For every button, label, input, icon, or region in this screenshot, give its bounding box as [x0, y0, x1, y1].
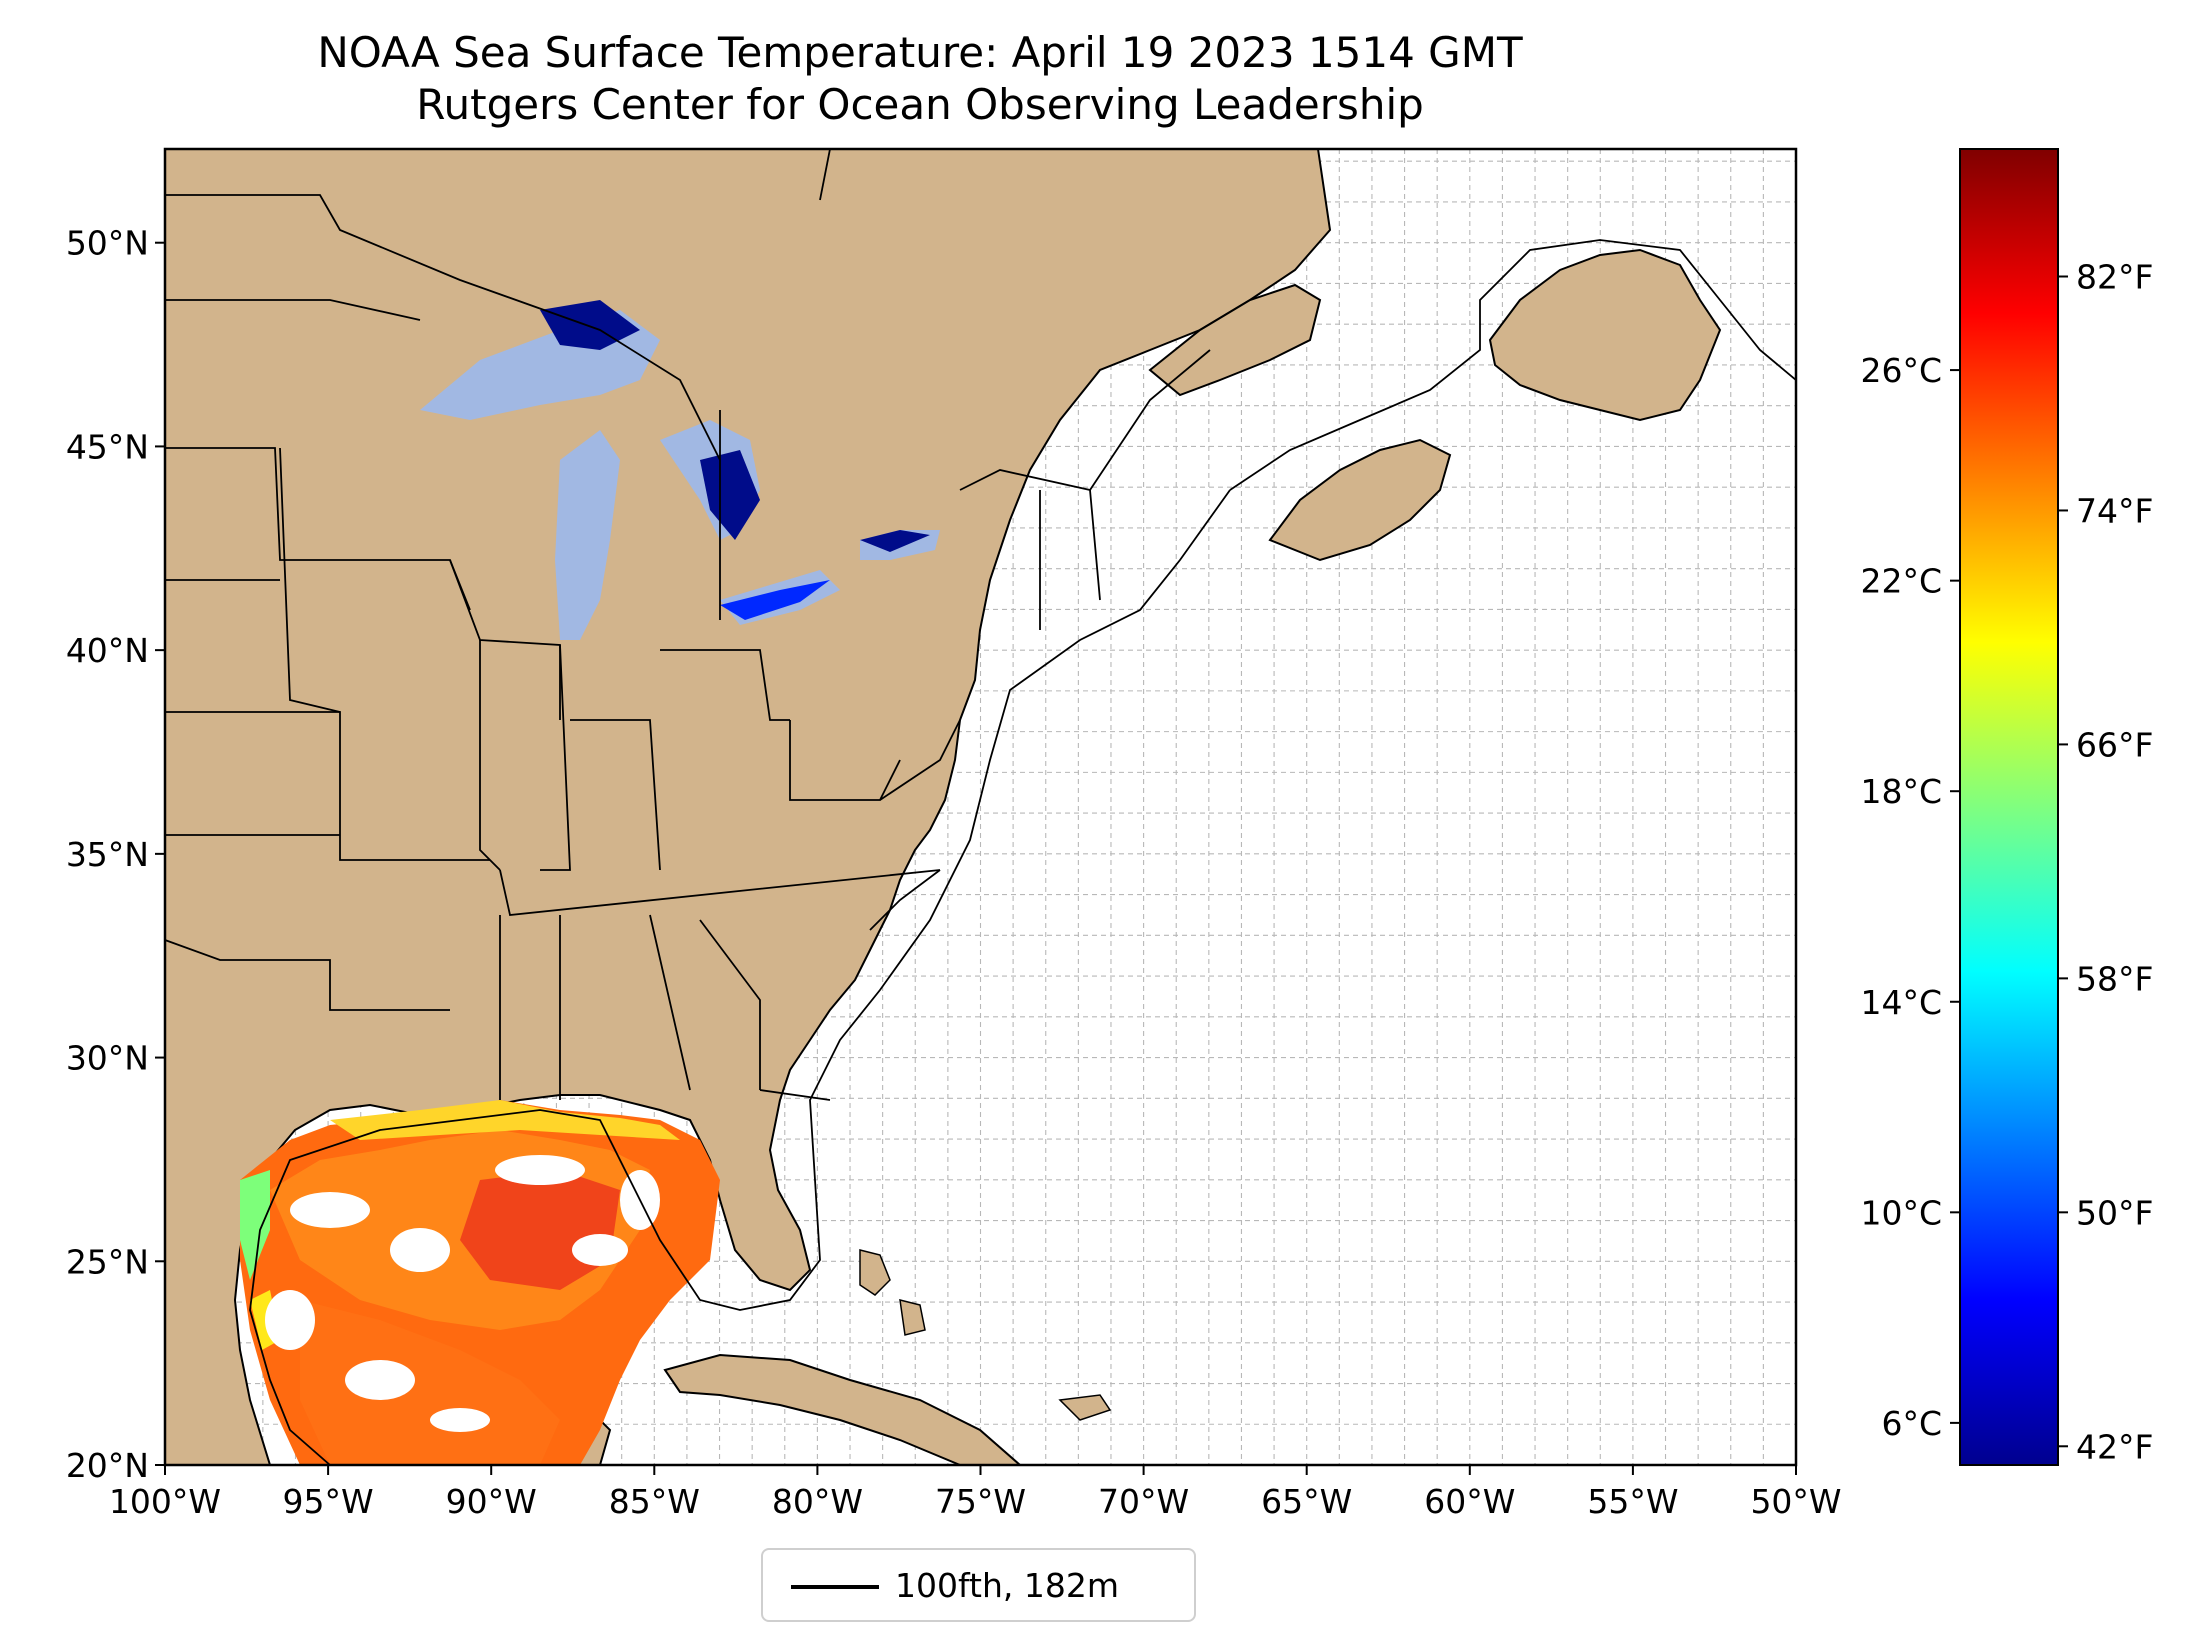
colorbar-celsius-ticks: 6°C 10°C 14°C 18°C 22°C 26°C [1860, 351, 1960, 1443]
map-subtitle: Rutgers Center for Ocean Observing Leade… [416, 80, 1424, 129]
legend-label: 100fth, 182m [895, 1566, 1119, 1605]
celsius-tick-label: 14°C [1860, 983, 1942, 1022]
lon-tick-label: 60°W [1424, 1482, 1515, 1521]
nova-scotia-land [1268, 438, 1452, 562]
lon-tick-label: 80°W [772, 1482, 863, 1521]
longitude-ticks: 100°W 95°W 90°W 85°W 80°W 75°W 70°W 65°W 60°W 55°… [109, 1465, 1842, 1521]
bahamas-land [859, 1249, 1112, 1421]
colorbar-fahrenheit-ticks: 42°F 50°F 58°F 66°F 74°F 82°F [2058, 258, 2153, 1466]
map-title: NOAA Sea Surface Temperature: April 19 2… [317, 28, 1523, 77]
lon-tick-label: 85°W [609, 1482, 700, 1521]
lat-tick-label: 45°N [66, 427, 149, 466]
celsius-tick-label: 6°C [1881, 1404, 1942, 1443]
fahrenheit-tick-label: 74°F [2076, 491, 2153, 530]
celsius-tick-label: 22°C [1860, 562, 1942, 601]
lon-tick-label: 100°W [109, 1482, 221, 1521]
lat-tick-label: 20°N [66, 1446, 149, 1485]
legend: 100fth, 182m [761, 1548, 1196, 1622]
fahrenheit-tick-label: 58°F [2076, 959, 2153, 998]
fahrenheit-tick-label: 42°F [2076, 1427, 2153, 1466]
north-america-land [165, 149, 1332, 1465]
lat-tick-label: 40°N [66, 631, 149, 670]
gaspe-land [1148, 283, 1322, 397]
lon-tick-label: 70°W [1098, 1482, 1189, 1521]
gulf-sst-field [240, 1100, 720, 1465]
newfoundland-land [1488, 248, 1722, 422]
lat-tick-label: 35°N [66, 835, 149, 874]
fahrenheit-tick-label: 50°F [2076, 1193, 2153, 1232]
great-lakes-sst [540, 300, 930, 620]
lon-tick-label: 50°W [1750, 1482, 1841, 1521]
lat-tick-label: 30°N [66, 1039, 149, 1078]
fahrenheit-tick-label: 66°F [2076, 725, 2153, 764]
celsius-tick-label: 26°C [1860, 351, 1942, 390]
isobath-100fth [249, 489, 1231, 1465]
lat-tick-label: 50°N [66, 224, 149, 263]
lon-tick-label: 95°W [283, 1482, 374, 1521]
political-boundaries [165, 149, 1211, 1101]
lon-tick-label: 75°W [935, 1482, 1026, 1521]
isobath-100fth-north [1229, 239, 1796, 491]
legend-line-swatch [791, 1585, 879, 1589]
celsius-tick-label: 18°C [1860, 772, 1942, 811]
latitude-ticks: 20°N 25°N 30°N 35°N 40°N 45°N 50°N [66, 224, 165, 1485]
lon-tick-label: 90°W [446, 1482, 537, 1521]
cuba-land [663, 1353, 1022, 1465]
lon-tick-label: 65°W [1261, 1482, 1352, 1521]
lat-tick-label: 25°N [66, 1242, 149, 1281]
lon-tick-label: 55°W [1587, 1482, 1678, 1521]
fahrenheit-tick-label: 82°F [2076, 258, 2153, 297]
colorbar-gradient [1959, 148, 2059, 1466]
celsius-tick-label: 10°C [1860, 1193, 1942, 1232]
